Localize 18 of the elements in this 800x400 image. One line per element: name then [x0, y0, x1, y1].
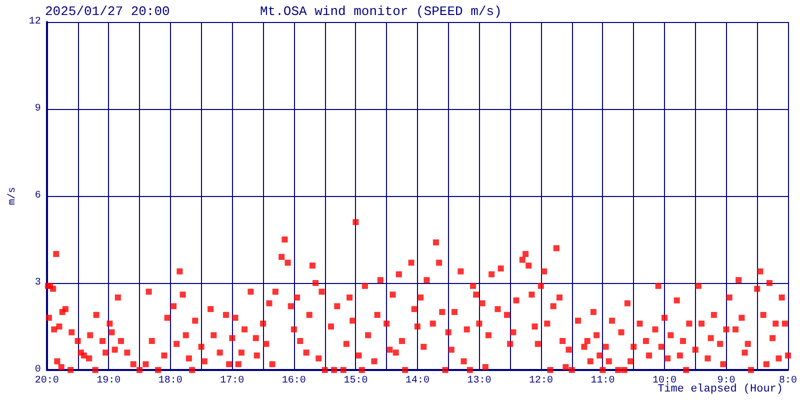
x-tick-label: 15:0 [344, 376, 368, 386]
x-tick-label: 14:0 [405, 376, 430, 386]
y-tick-label: 6 [34, 190, 41, 202]
x-tick-label: 13:0 [467, 376, 492, 386]
x-tick-label: 17:0 [220, 376, 244, 386]
chart-title: Mt.OSA wind monitor (SPEED m/s) [260, 4, 502, 19]
y-tick-label: 0 [34, 364, 41, 376]
y-tick-label: 9 [34, 104, 41, 114]
y-axis-title: m/s [6, 186, 18, 206]
x-tick-label: 19:0 [96, 376, 121, 386]
x-tick-label: 11:0 [590, 376, 615, 386]
y-tick-label: 3 [34, 278, 41, 288]
y-tick-label: 12 [28, 16, 41, 28]
x-tick-label: 12:0 [528, 376, 553, 386]
x-tick-label: 16:0 [282, 376, 306, 386]
x-tick-label: 18:0 [158, 376, 182, 386]
x-tick-label: 20:0 [34, 376, 59, 386]
chart-subtitle: 2025/01/27 20:00 [45, 4, 170, 19]
